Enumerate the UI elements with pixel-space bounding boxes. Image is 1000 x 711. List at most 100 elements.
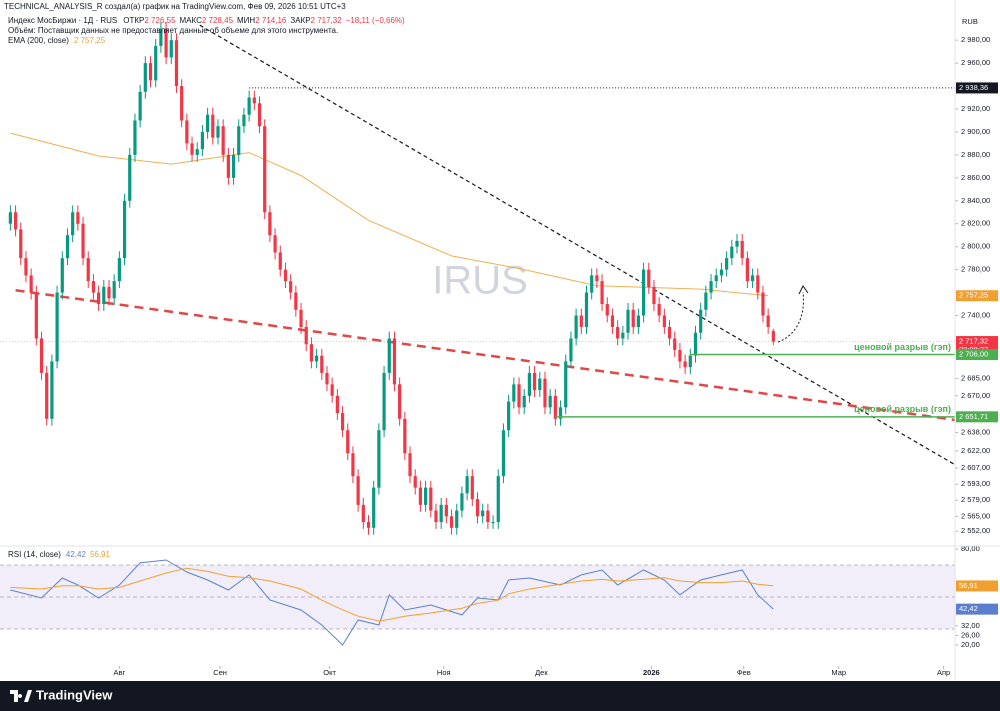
candle-body (574, 315, 578, 339)
candle-body (351, 453, 355, 477)
trend-line (15, 289, 955, 422)
candle-body (693, 332, 698, 356)
candle-body (50, 361, 54, 419)
y-tick-label: 2 980,00 (961, 35, 990, 44)
candle-body (257, 103, 262, 127)
y-tick-label: 2 780,00 (961, 265, 990, 274)
candle-body (590, 275, 594, 293)
candle-body (470, 476, 474, 500)
candle-body (122, 200, 127, 259)
x-tick-label: Окт (323, 668, 336, 677)
ema-line (10, 132, 769, 297)
candle-body (434, 510, 438, 523)
candle-body (595, 275, 599, 282)
y-tick-label: 2 638,00 (961, 428, 990, 437)
candle-body (512, 384, 516, 402)
candle-body (45, 372, 49, 419)
y-tick-label: 2 593,00 (961, 479, 990, 488)
candle-body (289, 281, 293, 293)
candle-body (735, 240, 739, 247)
legend-ema: EMA (200, close) 2 757,25 (8, 36, 106, 45)
x-tick-label: Дек (535, 668, 548, 677)
candle-body (501, 430, 506, 477)
y-tick-label: 2 685,00 (961, 374, 990, 383)
candle-body (91, 281, 96, 293)
x-tick-label: Ноя (437, 668, 451, 677)
candle-body (626, 309, 630, 333)
y-tick-label: 2 800,00 (961, 242, 990, 251)
legend-label: МИН (237, 16, 255, 25)
candle-body (413, 476, 417, 488)
candle-body (55, 292, 59, 362)
candle-body (299, 309, 303, 327)
legend-value: 2 714,16 (255, 16, 287, 25)
candle-body (491, 522, 495, 524)
candle-body (24, 258, 28, 276)
candle-body (340, 413, 345, 431)
candle-body (206, 114, 210, 132)
rsi-line (10, 567, 774, 622)
ema-name: EMA (200, close) (8, 36, 69, 45)
candle-body (366, 522, 371, 528)
candle-body (657, 304, 661, 316)
candle-body (143, 63, 147, 92)
candle-body (242, 114, 246, 127)
rsi-title: RSI (14, close) (8, 550, 61, 559)
candle-body (252, 97, 256, 104)
candle-body (247, 97, 251, 115)
candle-body (117, 258, 121, 282)
candle-body (553, 395, 557, 419)
legend-label: МАКС (180, 16, 203, 25)
y-tick-label: 2 860,00 (961, 173, 990, 182)
footer-logo (10, 690, 32, 702)
candle-body (543, 378, 547, 408)
price-badge (956, 580, 998, 592)
candle-body (283, 269, 288, 282)
y-tick-label: 2 840,00 (961, 196, 990, 205)
candle-body (636, 315, 640, 327)
rsi-ma-value: 56,91 (90, 550, 111, 559)
candle-body (29, 275, 33, 293)
candle-body (600, 281, 604, 305)
candle-body (704, 292, 708, 310)
y-tick-label: 2 740,00 (961, 311, 990, 320)
candle-body (346, 430, 350, 454)
x-tick-label: Мар (831, 668, 846, 677)
volume-note: Объём: Поставщик данных не предоставляет… (8, 26, 338, 35)
candle-body (174, 40, 179, 87)
candle-body (164, 28, 168, 58)
annotation: ценовой разрыв (гэп) (854, 404, 951, 414)
arrow-curve (777, 291, 804, 343)
candle-body (102, 286, 106, 305)
candle-body (128, 154, 132, 201)
candle-body (527, 372, 532, 396)
rsi-value: 42,42 (66, 550, 87, 559)
y-tick-label: 2 920,00 (961, 104, 990, 113)
price-pane: ценовой разрыв (гэп) ценовой разрыв (гэп) (0, 21, 955, 535)
price-badge (956, 603, 998, 615)
footer-brand: TradingView (36, 687, 113, 702)
candle-body (76, 212, 80, 224)
ema-value: 2 757,25 (74, 36, 106, 45)
candle-body (730, 246, 734, 259)
candle-body (13, 212, 18, 230)
candle-body (667, 327, 672, 339)
candle-body (558, 407, 563, 419)
candle-body (304, 327, 308, 345)
candle-body (408, 453, 412, 477)
candle-body (449, 516, 454, 528)
annotation: ценовой разрыв (гэп) (854, 342, 951, 352)
candle-body (361, 504, 365, 523)
candle-body (678, 349, 682, 362)
candle-body (460, 493, 464, 511)
candle-body (278, 252, 282, 270)
candle-body (584, 292, 589, 327)
candle-body (740, 240, 744, 259)
candle-body (148, 63, 153, 81)
candle-body (65, 235, 70, 259)
candle-body (71, 212, 75, 236)
candle-body (154, 45, 158, 81)
candle-body (97, 292, 101, 305)
candle-body (133, 120, 137, 155)
